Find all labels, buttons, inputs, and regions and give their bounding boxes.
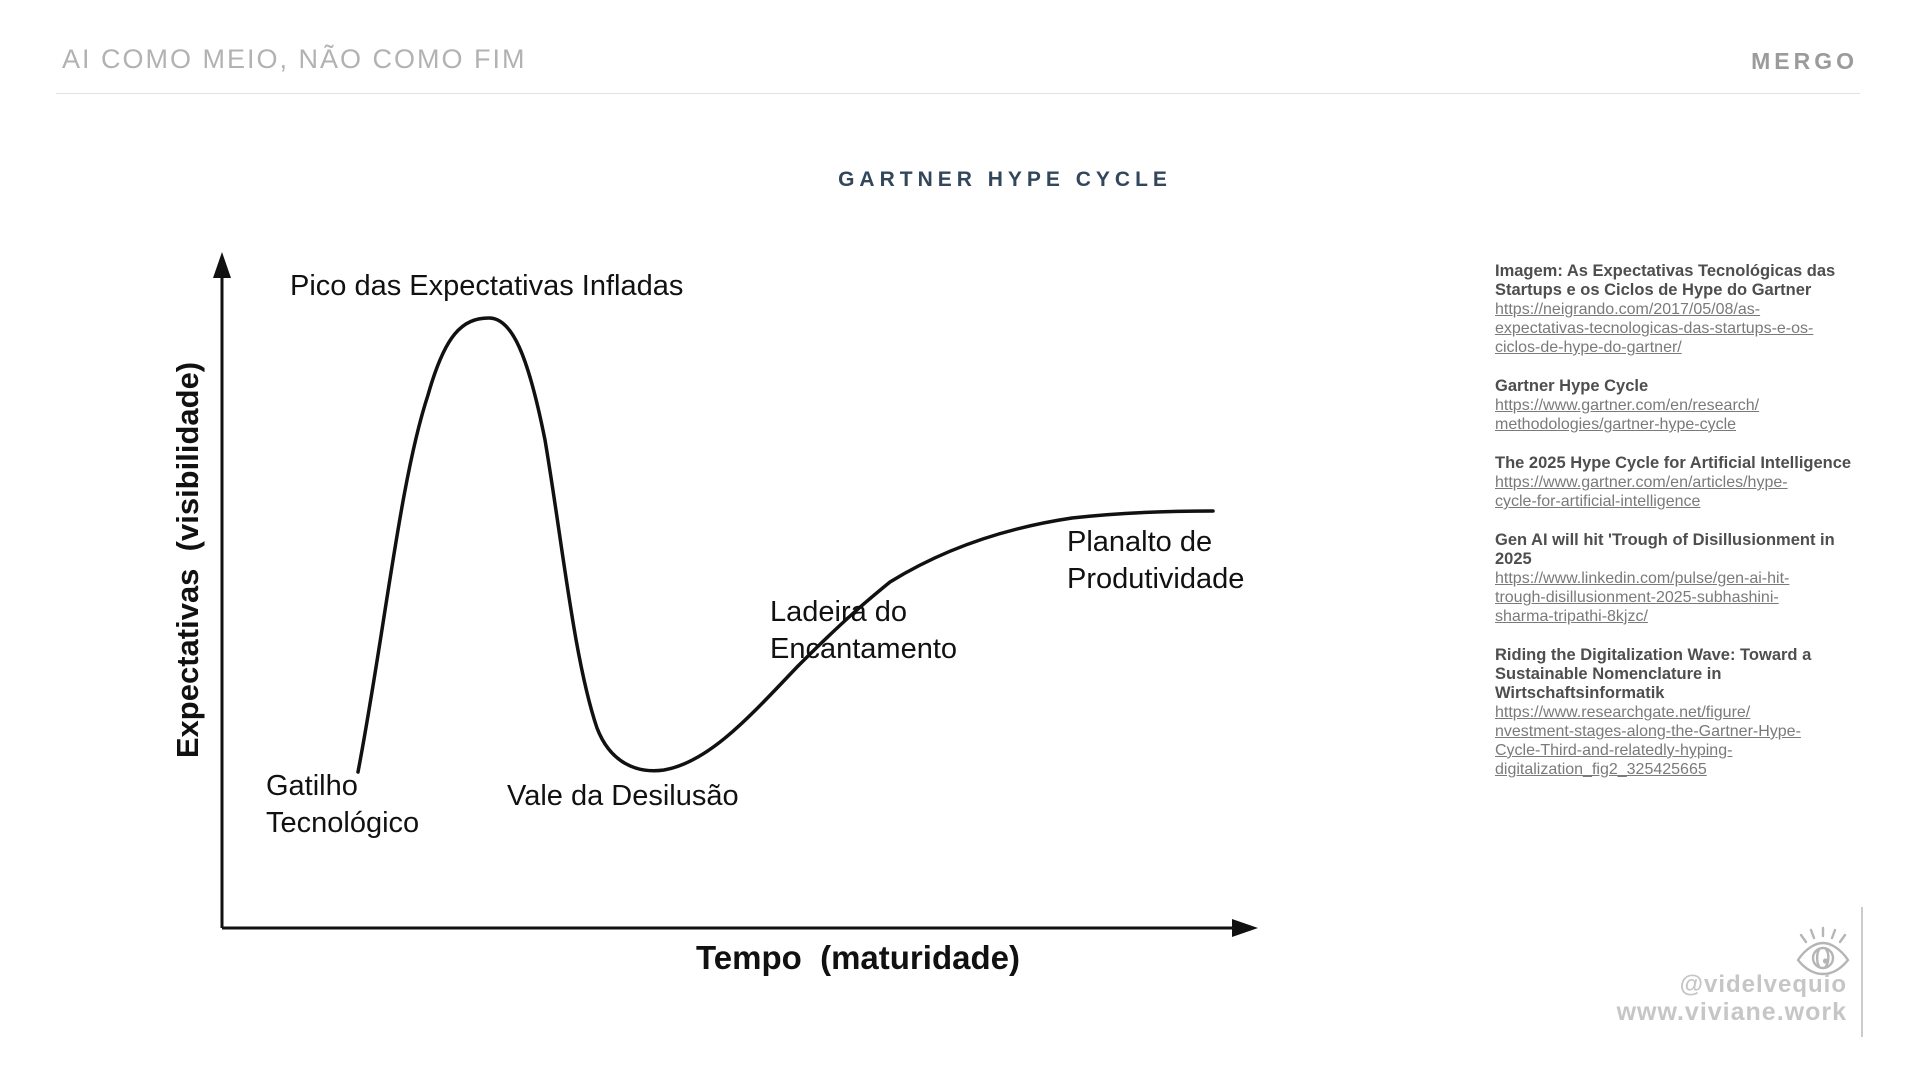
label-plateau-of-productivity: Planalto de Produtividade xyxy=(1067,526,1245,596)
label-trough-of-disillusionment: Vale da Desilusão xyxy=(507,780,739,812)
reference-item: Gartner Hype Cycle https://www.gartner.c… xyxy=(1495,377,1919,434)
reference-link[interactable]: https://www.gartner.com/en/research/ met… xyxy=(1495,397,1760,433)
reference-item: Imagem: As Expectativas Tecnológicas das… xyxy=(1495,262,1919,357)
reference-item: Riding the Digitalization Wave: Toward a… xyxy=(1495,646,1919,779)
brand-logo: MERGO xyxy=(1751,48,1858,74)
label-slope-of-enlightenment: Ladeira do Encantamento xyxy=(770,596,958,666)
social-handle: @videlvequio xyxy=(1679,971,1847,998)
reference-link[interactable]: https://neigrando.com/2017/05/08/as- exp… xyxy=(1495,301,1814,356)
reference-item: Gen AI will hit 'Trough of Disillusionme… xyxy=(1495,531,1919,626)
label-peak-of-inflated-expectations: Pico das Expectativas Infladas xyxy=(290,270,684,302)
reference-title: Gartner Hype Cycle xyxy=(1495,377,1649,395)
header-divider xyxy=(56,93,1860,94)
reference-title: Riding the Digitalization Wave: Toward a… xyxy=(1495,646,1812,702)
website-url: www.viviane.work xyxy=(1616,998,1847,1026)
reference-title: Imagem: As Expectativas Tecnológicas das… xyxy=(1495,262,1836,299)
page-title: AI COMO MEIO, NÃO COMO FIM xyxy=(62,44,527,74)
slide-title: GARTNER HYPE CYCLE xyxy=(838,168,1172,191)
reference-item: The 2025 Hype Cycle for Artificial Intel… xyxy=(1495,454,1919,511)
references-panel: Imagem: As Expectativas Tecnológicas das… xyxy=(1495,262,1919,799)
eye-logo-icon xyxy=(1791,924,1855,988)
y-axis-arrow-icon xyxy=(213,252,231,278)
reference-link[interactable]: https://www.researchgate.net/figure/ nve… xyxy=(1495,704,1801,778)
reference-link[interactable]: https://www.linkedin.com/pulse/gen-ai-hi… xyxy=(1495,570,1790,625)
y-axis-label: Expectativas (visibilidade) xyxy=(170,361,205,759)
reference-title: Gen AI will hit 'Trough of Disillusionme… xyxy=(1495,531,1835,568)
label-technology-trigger: Gatilho Tecnológico xyxy=(266,770,420,840)
reference-link[interactable]: https://www.gartner.com/en/articles/hype… xyxy=(1495,474,1788,510)
x-axis-arrow-icon xyxy=(1232,919,1258,937)
footer-divider xyxy=(1861,907,1863,1037)
x-axis-label: Tempo (maturidade) xyxy=(696,939,1020,976)
reference-title: The 2025 Hype Cycle for Artificial Intel… xyxy=(1495,454,1852,472)
